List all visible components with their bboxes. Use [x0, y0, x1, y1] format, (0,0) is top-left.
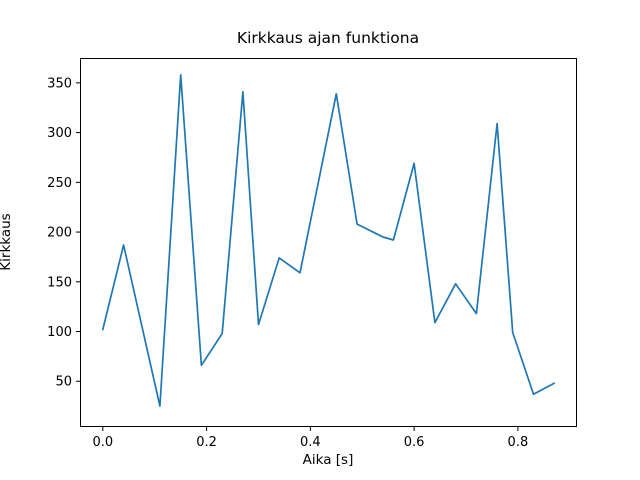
y-tick-label: 150	[47, 275, 72, 290]
y-tick-label: 200	[47, 226, 72, 241]
x-tick-label: 0.2	[196, 435, 217, 450]
y-tick-label: 50	[55, 375, 72, 390]
x-axis-label: Aika [s]	[302, 452, 354, 468]
x-tick-label: 0.8	[508, 435, 529, 450]
x-tick-label: 0.4	[300, 435, 321, 450]
y-tick-label: 350	[47, 76, 72, 91]
y-tick-label: 300	[47, 126, 72, 141]
x-tick-label: 0.6	[404, 435, 425, 450]
axes-frame	[80, 58, 577, 427]
chart-title: Kirkkaus ajan funktiona	[236, 29, 420, 47]
y-tick-label: 100	[47, 325, 72, 340]
x-tick-label: 0.0	[92, 435, 113, 450]
y-tick-label: 250	[47, 176, 72, 191]
data-series-line	[101, 74, 556, 407]
